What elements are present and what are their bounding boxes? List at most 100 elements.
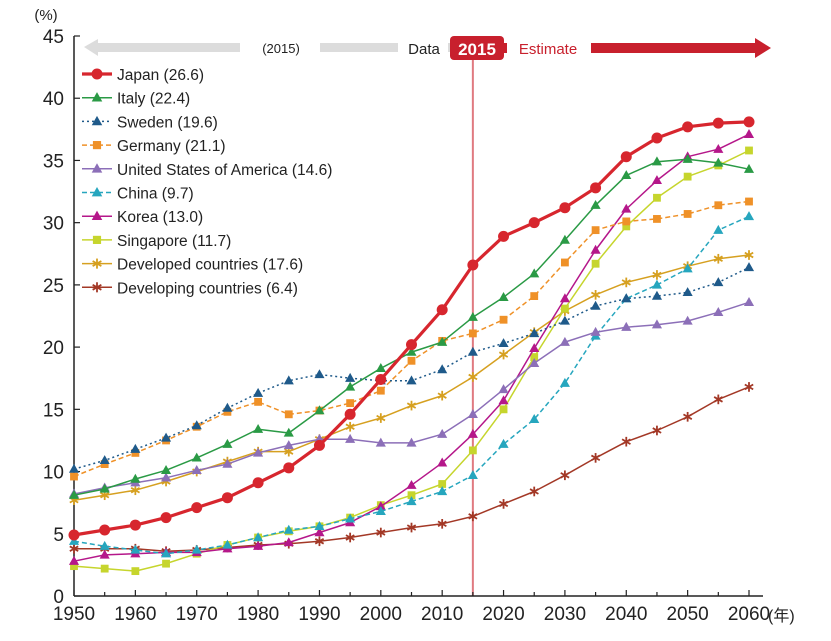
data-point — [559, 293, 570, 303]
data-point — [406, 522, 417, 533]
data-point — [345, 372, 356, 382]
data-point — [653, 215, 661, 223]
x-axis-label: (年) — [768, 607, 795, 625]
data-point — [651, 290, 663, 300]
data-point — [345, 513, 356, 523]
legend-label: Italy (22.4) — [117, 91, 190, 108]
legend-item: Singapore (11.7) — [82, 233, 231, 250]
data-point — [560, 304, 569, 313]
data-point — [590, 182, 602, 194]
data-point — [283, 440, 294, 450]
data-point — [591, 259, 600, 268]
x-tick-label: 2050 — [666, 604, 708, 625]
data-point — [467, 428, 478, 438]
legend-label: Developing countries (6.4) — [117, 280, 298, 297]
data-point — [406, 400, 417, 411]
data-point — [559, 202, 571, 214]
data-point — [559, 336, 570, 346]
data-point — [744, 250, 754, 260]
data-point — [406, 346, 417, 356]
legend-label: Korea (13.0) — [117, 209, 203, 226]
data-point — [129, 519, 141, 531]
data-point — [590, 290, 601, 300]
data-point — [651, 132, 663, 144]
divider-year-label: 2015 — [458, 40, 496, 59]
data-point — [375, 501, 386, 511]
data-point — [283, 427, 294, 437]
data-point — [559, 234, 570, 244]
data-point — [652, 425, 662, 436]
data-point — [713, 157, 724, 167]
data-point — [437, 390, 447, 401]
y-tick-label: 20 — [43, 338, 64, 359]
data-point — [191, 544, 202, 554]
data-point — [745, 146, 753, 155]
data-point — [651, 156, 663, 166]
data-point — [713, 277, 724, 287]
data-point — [590, 453, 601, 463]
data-point — [345, 433, 356, 443]
data-point — [529, 328, 540, 338]
x-tick-label: 2060 — [728, 604, 770, 625]
legend-marker — [92, 282, 102, 293]
data-point — [468, 372, 478, 382]
data-point — [621, 436, 631, 447]
x-tick-label: 2010 — [421, 604, 463, 625]
data-point — [713, 224, 724, 234]
data-point — [530, 292, 539, 300]
data-point — [529, 413, 540, 423]
data-point — [683, 411, 693, 422]
data-point — [252, 477, 264, 489]
data-point — [467, 346, 478, 356]
data-point — [467, 469, 478, 479]
data-point — [622, 222, 631, 231]
data-point — [345, 532, 355, 543]
data-point — [467, 259, 479, 271]
y-tick-label: 10 — [43, 463, 64, 484]
legend-marker — [91, 92, 103, 102]
series-0 — [68, 116, 755, 541]
data-point — [743, 163, 755, 173]
data-point — [498, 292, 509, 302]
data-point — [530, 353, 539, 361]
legend-item: Developing countries (6.4) — [82, 280, 298, 297]
data-point — [406, 339, 417, 351]
data-point — [406, 437, 417, 447]
data-point — [529, 343, 540, 353]
data-point — [100, 460, 109, 468]
data-point — [191, 452, 202, 462]
data-point — [314, 369, 325, 379]
data-point — [68, 489, 80, 499]
data-point — [713, 306, 724, 316]
banner-data-bg — [398, 40, 448, 56]
y-tick-label: 30 — [43, 214, 64, 235]
data-point — [743, 116, 755, 128]
data-point — [130, 473, 141, 483]
data-point — [437, 457, 448, 467]
legend-label: Japan (26.6) — [117, 67, 204, 84]
data-point — [468, 446, 477, 455]
legend-label: Developed countries (17.6) — [117, 257, 303, 274]
data-point — [468, 511, 478, 522]
data-point — [652, 270, 662, 280]
data-point — [560, 258, 569, 267]
data-point — [437, 364, 448, 374]
data-point — [743, 297, 755, 306]
data-point — [406, 375, 417, 385]
data-point — [253, 447, 264, 457]
data-point — [590, 244, 601, 254]
data-point — [498, 395, 509, 405]
legend-label: Singapore (11.7) — [117, 233, 231, 250]
data-point — [498, 230, 510, 242]
data-point — [528, 217, 540, 229]
data-point — [375, 506, 386, 516]
data-point — [130, 544, 141, 554]
data-point — [713, 143, 724, 153]
x-tick-label: 2040 — [605, 604, 647, 625]
y-tick-label: 5 — [53, 525, 64, 546]
data-point — [283, 375, 294, 385]
data-point — [99, 549, 110, 559]
data-point — [222, 539, 233, 549]
data-point — [314, 405, 325, 415]
